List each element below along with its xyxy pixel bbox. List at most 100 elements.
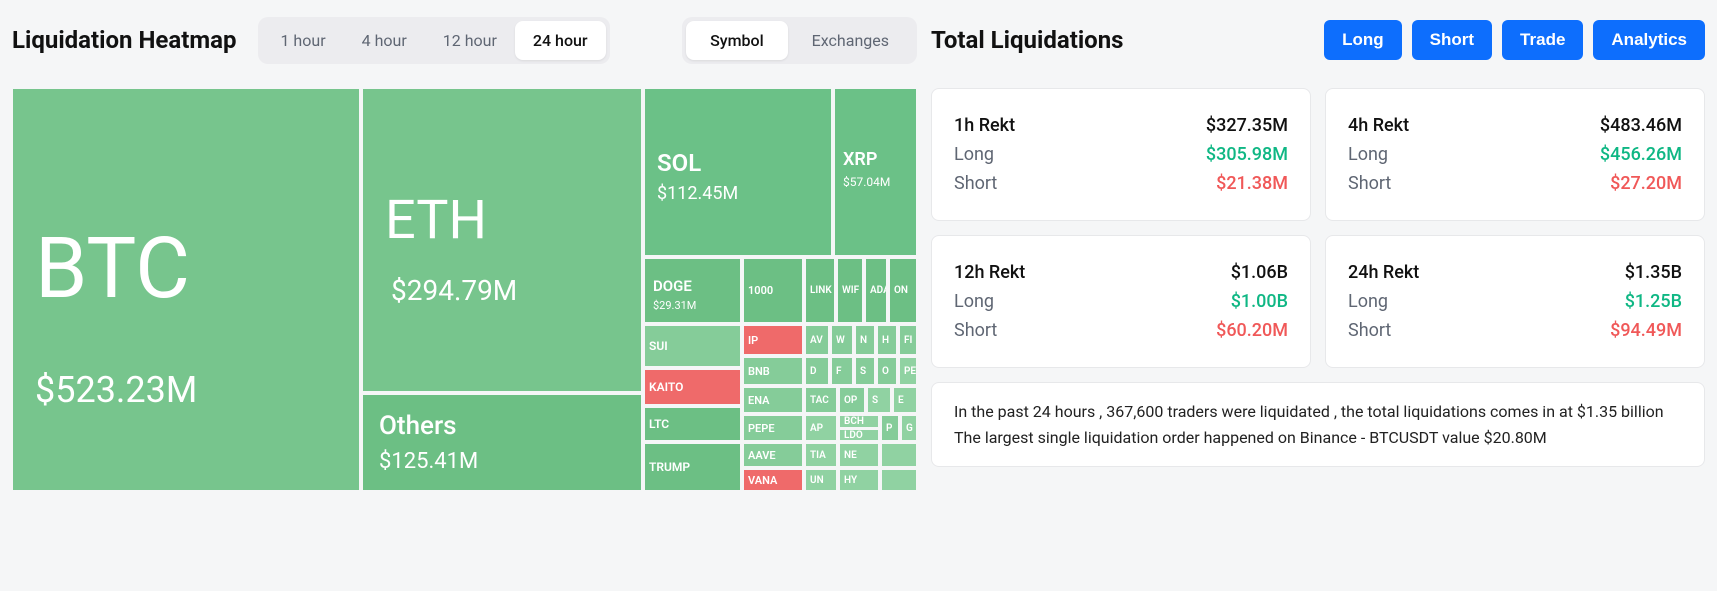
tab-4hour[interactable]: 4 hour bbox=[344, 21, 425, 60]
liquidation-treemap: BTC $523.23M ETH $294.79M Others $125.41… bbox=[12, 88, 917, 491]
cell-d[interactable]: D bbox=[805, 357, 829, 385]
cell-blank2[interactable] bbox=[881, 469, 917, 491]
cell-eth-symbol: ETH bbox=[385, 189, 487, 252]
cell-link[interactable]: LINK bbox=[805, 258, 835, 323]
view-tabs: Symbol Exchanges bbox=[682, 17, 917, 64]
cell-ip[interactable]: IP bbox=[743, 325, 803, 355]
tab-symbol[interactable]: Symbol bbox=[686, 21, 788, 60]
tab-exchanges[interactable]: Exchanges bbox=[788, 21, 913, 60]
cell-hy[interactable]: HY bbox=[839, 469, 879, 491]
rekt-cards: 1h Rekt$327.35M Long$305.98M Short$21.38… bbox=[931, 88, 1705, 368]
cell-av[interactable]: AV bbox=[805, 325, 829, 355]
analytics-button[interactable]: Analytics bbox=[1593, 20, 1705, 60]
cell-ada[interactable]: ADA bbox=[865, 258, 887, 323]
card-4h-short-label: Short bbox=[1348, 173, 1391, 194]
long-button[interactable]: Long bbox=[1324, 20, 1402, 60]
card-1h-long-value: $305.98M bbox=[1206, 144, 1288, 165]
card-24h-long-label: Long bbox=[1348, 291, 1388, 312]
cell-others-symbol: Others bbox=[379, 411, 457, 441]
card-1h-long-label: Long bbox=[954, 144, 994, 165]
time-range-tabs: 1 hour 4 hour 12 hour 24 hour bbox=[258, 17, 609, 64]
card-4h-total: $483.46M bbox=[1600, 115, 1682, 136]
card-24h-title: 24h Rekt bbox=[1348, 262, 1419, 283]
summary-line-1: In the past 24 hours , 367,600 traders w… bbox=[954, 399, 1682, 425]
cell-blank1[interactable] bbox=[881, 443, 917, 467]
summary-card: In the past 24 hours , 367,600 traders w… bbox=[931, 382, 1705, 467]
cell-wif[interactable]: WIF bbox=[837, 258, 863, 323]
cell-un[interactable]: UN bbox=[805, 469, 837, 491]
cell-pe[interactable]: PE bbox=[899, 357, 917, 385]
card-24h-short-value: $94.49M bbox=[1610, 320, 1682, 341]
card-4h-long-value: $456.26M bbox=[1600, 144, 1682, 165]
cell-g[interactable]: G bbox=[901, 415, 917, 441]
card-1h: 1h Rekt$327.35M Long$305.98M Short$21.38… bbox=[931, 88, 1311, 221]
cell-btc-value: $523.23M bbox=[35, 369, 197, 411]
cell-pepe[interactable]: PEPE bbox=[743, 415, 803, 441]
cell-h[interactable]: H bbox=[877, 325, 897, 355]
card-24h-short-label: Short bbox=[1348, 320, 1391, 341]
cell-bch[interactable]: BCH bbox=[839, 415, 879, 428]
cell-xrp-value: $57.04M bbox=[843, 175, 890, 189]
cell-f[interactable]: F bbox=[831, 357, 853, 385]
cell-trump[interactable]: TRUMP bbox=[644, 443, 741, 491]
cell-xrp-symbol: XRP bbox=[843, 149, 877, 170]
cell-1000[interactable]: 1000 bbox=[743, 258, 803, 323]
tab-12hour[interactable]: 12 hour bbox=[425, 21, 515, 60]
cell-aave[interactable]: AAVE bbox=[743, 443, 803, 467]
cell-xrp[interactable]: XRP $57.04M bbox=[834, 88, 917, 256]
cell-sc[interactable]: S bbox=[867, 387, 891, 413]
cell-vana[interactable]: VANA bbox=[743, 469, 803, 491]
cell-ap[interactable]: AP bbox=[805, 415, 837, 441]
card-4h-title: 4h Rekt bbox=[1348, 115, 1409, 136]
cell-eth-value: $294.79M bbox=[391, 274, 517, 307]
cell-e[interactable]: E bbox=[893, 387, 917, 413]
cell-btc[interactable]: BTC $523.23M bbox=[12, 88, 360, 491]
card-4h-short-value: $27.20M bbox=[1610, 173, 1682, 194]
card-12h: 12h Rekt $1.06B Long $1.00B Short $60.20M bbox=[931, 235, 1311, 368]
cell-tac[interactable]: TAC bbox=[805, 387, 837, 413]
heatmap-title: Liquidation Heatmap bbox=[12, 26, 236, 54]
cell-n[interactable]: N bbox=[855, 325, 875, 355]
cell-ne[interactable]: NE bbox=[839, 443, 879, 467]
tab-24hour[interactable]: 24 hour bbox=[515, 21, 606, 60]
trade-button[interactable]: Trade bbox=[1502, 20, 1583, 60]
card-12h-short-value: $60.20M bbox=[1216, 320, 1288, 341]
cell-sui[interactable]: SUI bbox=[644, 325, 741, 367]
cell-doge[interactable]: DOGE $29.31M bbox=[644, 258, 741, 323]
cell-tia[interactable]: TIA bbox=[805, 443, 837, 467]
cell-o[interactable]: O bbox=[877, 357, 897, 385]
card-24h: 24h Rekt$1.35B Long$1.25B Short$94.49M bbox=[1325, 235, 1705, 368]
tab-1hour[interactable]: 1 hour bbox=[262, 21, 343, 60]
cell-p[interactable]: P bbox=[881, 415, 899, 441]
cell-s[interactable]: S bbox=[855, 357, 875, 385]
card-12h-title: 12h Rekt bbox=[954, 262, 1025, 283]
cell-fi[interactable]: FI bbox=[899, 325, 917, 355]
card-1h-short-label: Short bbox=[954, 173, 997, 194]
cell-sol[interactable]: SOL $112.45M bbox=[644, 88, 832, 256]
card-12h-long-label: Long bbox=[954, 291, 994, 312]
card-4h-long-label: Long bbox=[1348, 144, 1388, 165]
cell-doge-symbol: DOGE bbox=[653, 277, 692, 295]
cell-btc-symbol: BTC bbox=[35, 219, 190, 318]
liquidations-title: Total Liquidations bbox=[931, 26, 1124, 54]
cell-ltc[interactable]: LTC bbox=[644, 407, 741, 441]
cell-others[interactable]: Others $125.41M bbox=[362, 394, 642, 491]
cell-w[interactable]: W bbox=[831, 325, 853, 355]
cell-eth[interactable]: ETH $294.79M bbox=[362, 88, 642, 392]
cell-sol-value: $112.45M bbox=[657, 183, 738, 204]
cell-sol-symbol: SOL bbox=[657, 149, 701, 177]
short-button[interactable]: Short bbox=[1412, 20, 1492, 60]
card-1h-title: 1h Rekt bbox=[954, 115, 1015, 136]
cell-ena[interactable]: ENA bbox=[743, 387, 803, 413]
cell-others-value: $125.41M bbox=[379, 449, 478, 474]
card-1h-total: $327.35M bbox=[1206, 115, 1288, 136]
cell-op[interactable]: OP bbox=[839, 387, 865, 413]
card-12h-short-label: Short bbox=[954, 320, 997, 341]
cell-ondo[interactable]: ON bbox=[889, 258, 917, 323]
cell-ldo[interactable]: LDO bbox=[839, 429, 879, 441]
card-12h-long-value: $1.00B bbox=[1231, 291, 1288, 312]
card-12h-total: $1.06B bbox=[1231, 262, 1288, 283]
cell-kaito[interactable]: KAITO bbox=[644, 369, 741, 405]
cell-bnb[interactable]: BNB bbox=[743, 357, 803, 385]
cell-doge-value: $29.31M bbox=[653, 299, 696, 312]
